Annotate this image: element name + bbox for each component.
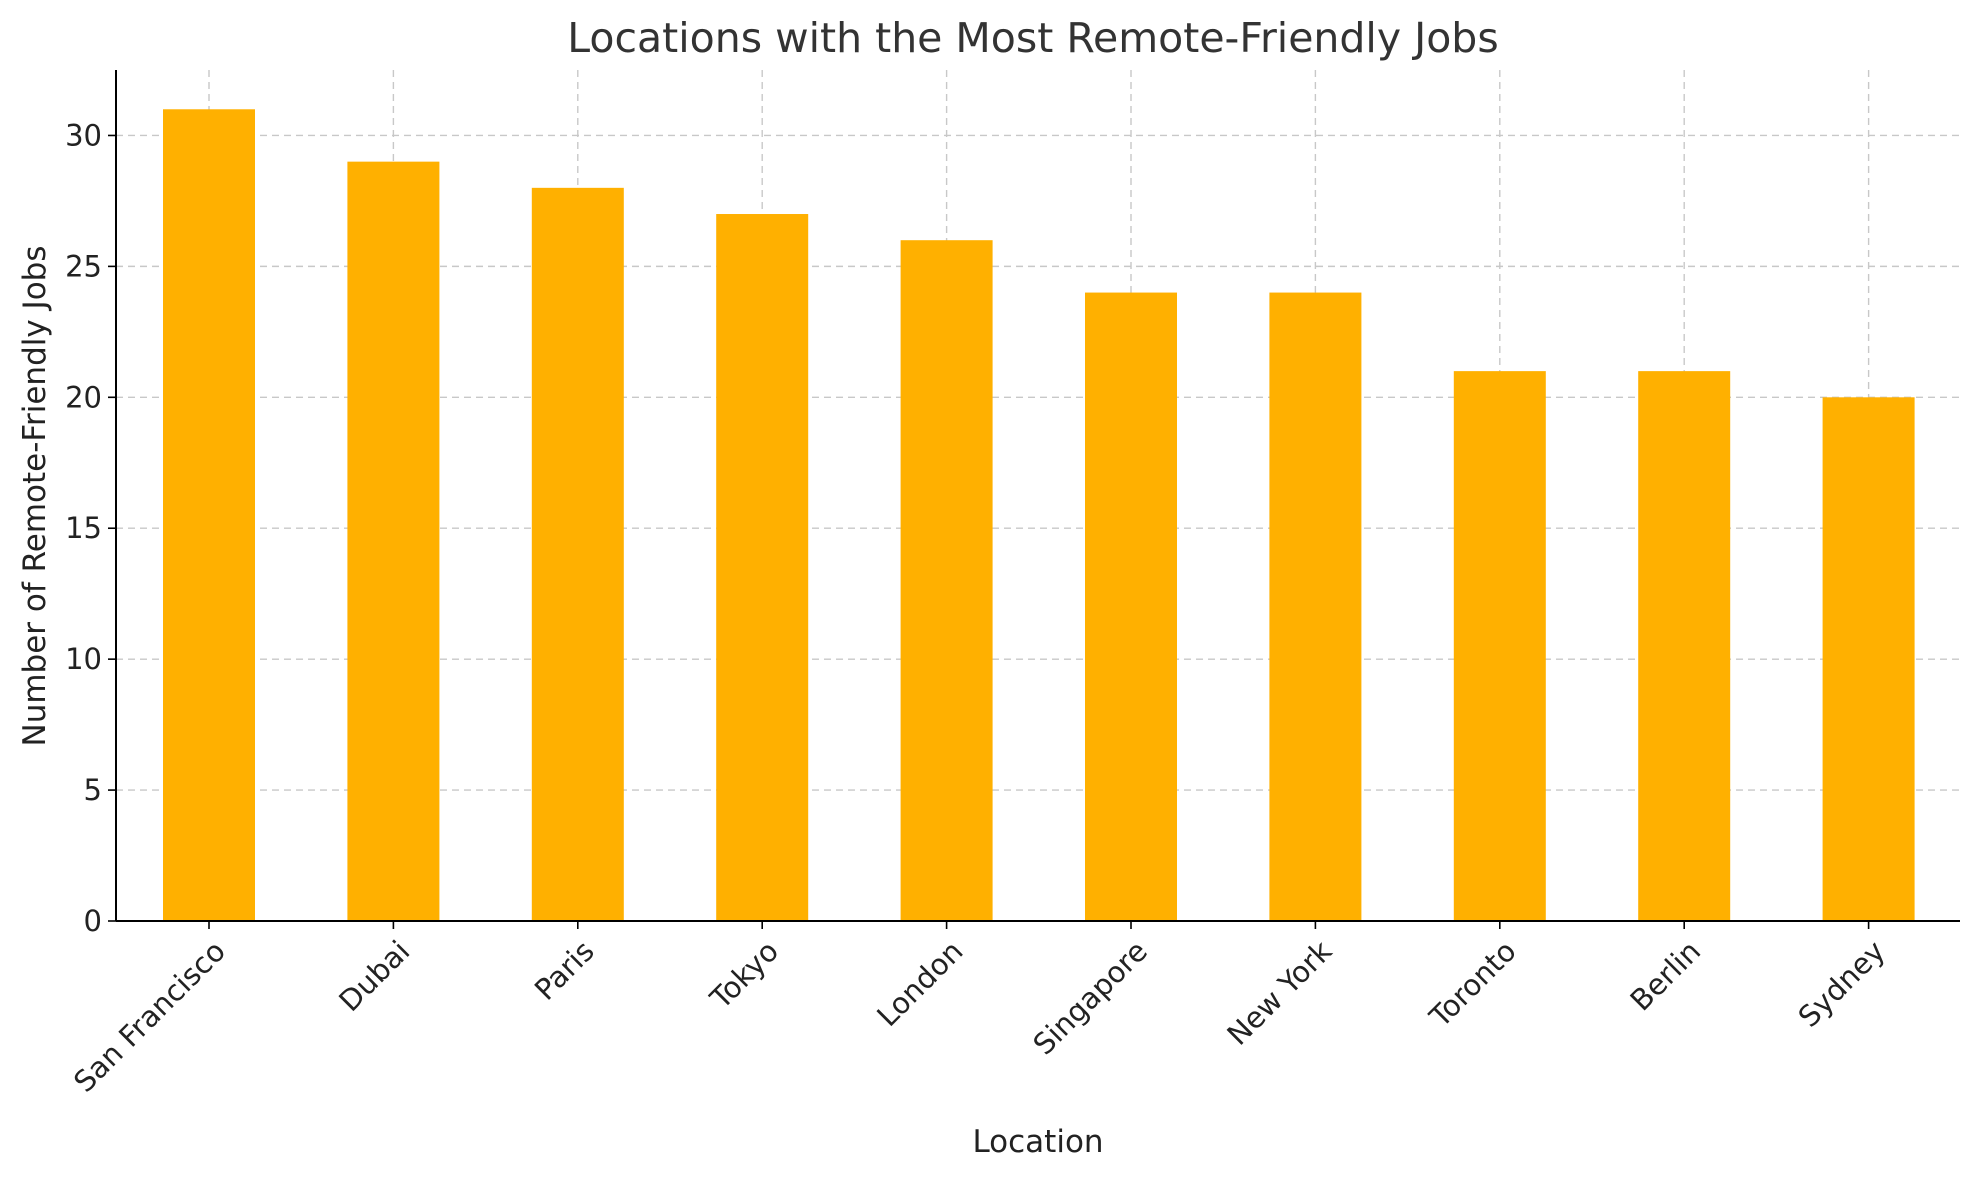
y-tick-label: 0 (84, 904, 102, 938)
x-tick-label: New York (1220, 934, 1338, 1052)
x-tick-label: Berlin (1624, 934, 1708, 1018)
x-tick-label: Tokyo (703, 934, 785, 1016)
bar-layer (163, 109, 1915, 922)
y-tick-label: 25 (65, 249, 102, 283)
y-tick-label: 20 (65, 380, 102, 414)
x-tick-layer: San Francisco Dubai Paris Tokyo London Singap… (67, 921, 1892, 1099)
y-tick-label: 15 (65, 511, 102, 545)
x-tick-label: Paris (528, 934, 601, 1007)
bar (1822, 397, 1915, 921)
chart-title: Locations with the Most Remote-Friendly … (567, 14, 1498, 62)
bar (716, 214, 809, 921)
x-axis-label: Location (972, 1124, 1103, 1160)
x-tick-label: Sydney (1792, 934, 1892, 1034)
x-tick-label: Dubai (332, 934, 416, 1018)
axis-layer (115, 70, 1960, 922)
bar (347, 161, 440, 922)
bar (163, 109, 255, 922)
x-tick-label: San Francisco (67, 934, 232, 1099)
bar (1638, 371, 1731, 922)
bar (900, 240, 993, 921)
y-axis-label: Number of Remote-Friendly Jobs (17, 246, 53, 747)
bar (1085, 292, 1177, 922)
x-tick-label: Toronto (1422, 934, 1522, 1034)
bar (1453, 371, 1546, 922)
y-tick-label: 10 (65, 642, 102, 676)
x-tick-label: London (870, 934, 969, 1033)
y-tick-label: 5 (84, 773, 102, 807)
x-tick-label: Singapore (1026, 934, 1154, 1062)
y-tick-layer: 0 5 10 15 20 25 30 (65, 118, 116, 938)
bar (531, 187, 624, 922)
bar (1269, 292, 1362, 922)
y-tick-label: 30 (65, 118, 102, 152)
